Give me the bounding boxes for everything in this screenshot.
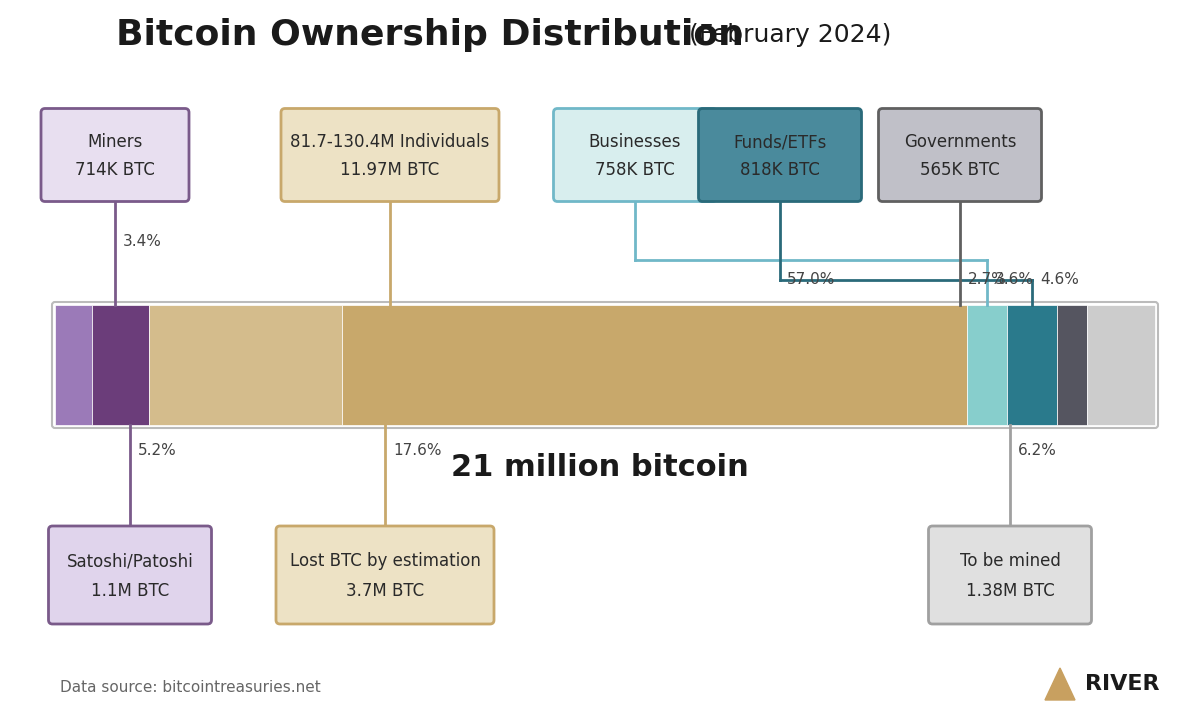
- Text: 1.1M BTC: 1.1M BTC: [91, 582, 169, 600]
- Text: 11.97M BTC: 11.97M BTC: [341, 161, 439, 179]
- FancyBboxPatch shape: [48, 526, 211, 624]
- Text: To be mined: To be mined: [960, 552, 1061, 570]
- Text: 758K BTC: 758K BTC: [595, 161, 674, 179]
- FancyBboxPatch shape: [698, 109, 862, 202]
- Text: 3.6%: 3.6%: [995, 272, 1034, 287]
- Text: 21 million bitcoin: 21 million bitcoin: [451, 452, 749, 482]
- Bar: [1087, 305, 1154, 425]
- Text: 5.2%: 5.2%: [138, 443, 176, 458]
- Bar: [1057, 305, 1087, 425]
- Text: 6.2%: 6.2%: [1018, 443, 1057, 458]
- Text: RIVER: RIVER: [1085, 674, 1159, 694]
- FancyBboxPatch shape: [929, 526, 1092, 624]
- Text: Businesses: Businesses: [589, 133, 682, 151]
- Text: Funds/ETFs: Funds/ETFs: [733, 133, 827, 151]
- Text: 17.6%: 17.6%: [394, 443, 442, 458]
- Text: Miners: Miners: [88, 133, 143, 151]
- FancyBboxPatch shape: [281, 109, 499, 202]
- FancyBboxPatch shape: [878, 109, 1042, 202]
- Bar: [149, 305, 342, 425]
- Bar: [92, 305, 149, 425]
- Text: 565K BTC: 565K BTC: [920, 161, 1000, 179]
- Text: 1.38M BTC: 1.38M BTC: [966, 582, 1055, 600]
- Bar: [1007, 305, 1057, 425]
- Text: (February 2024): (February 2024): [689, 23, 892, 47]
- FancyBboxPatch shape: [41, 109, 190, 202]
- Text: Satoshi/Patoshi: Satoshi/Patoshi: [67, 552, 193, 570]
- Text: Lost BTC by estimation: Lost BTC by estimation: [289, 552, 480, 570]
- Bar: [967, 305, 1007, 425]
- Text: 2.7%: 2.7%: [968, 272, 1007, 287]
- Text: 57.0%: 57.0%: [787, 272, 835, 287]
- Text: Governments: Governments: [904, 133, 1016, 151]
- Text: Bitcoin Ownership Distribution: Bitcoin Ownership Distribution: [116, 18, 744, 52]
- Text: 81.7-130.4M Individuals: 81.7-130.4M Individuals: [290, 133, 490, 151]
- Bar: [342, 305, 967, 425]
- Text: 4.6%: 4.6%: [1040, 272, 1079, 287]
- Text: 3.4%: 3.4%: [124, 234, 162, 248]
- FancyBboxPatch shape: [553, 109, 716, 202]
- Text: 714K BTC: 714K BTC: [76, 161, 155, 179]
- Bar: [55, 305, 92, 425]
- Text: Data source: bitcointreasuries.net: Data source: bitcointreasuries.net: [60, 680, 320, 695]
- FancyBboxPatch shape: [276, 526, 494, 624]
- Text: 3.7M BTC: 3.7M BTC: [346, 582, 424, 600]
- Text: 818K BTC: 818K BTC: [740, 161, 820, 179]
- Polygon shape: [1045, 668, 1075, 700]
